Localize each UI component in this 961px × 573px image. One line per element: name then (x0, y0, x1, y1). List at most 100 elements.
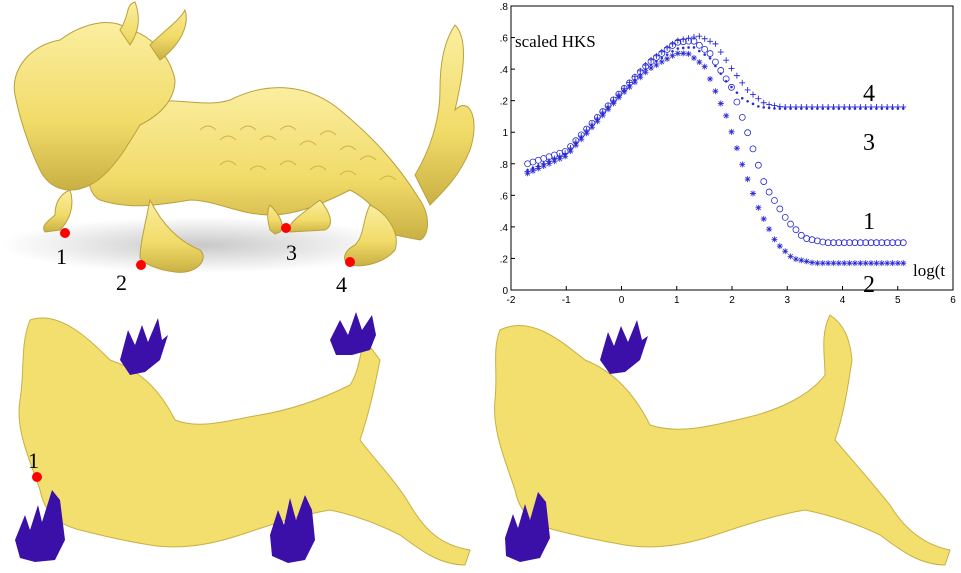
tick-labels: -2 -1 0 1 2 3 4 5 6 0 .2 .4 .6 .8 1 .2 .4 .6 .8 (500, 2, 957, 306)
data-point (728, 83, 735, 91)
data-point (782, 103, 789, 110)
data-point (749, 91, 756, 98)
data-point (680, 36, 687, 43)
data-point (723, 57, 730, 64)
data-point (760, 215, 767, 222)
data-point (814, 260, 821, 267)
data-point (653, 61, 660, 68)
data-point (825, 260, 832, 267)
point-label-1: 1 (56, 244, 67, 269)
y-tick-label: .8 (500, 2, 509, 13)
query-point-label: 1 (28, 448, 39, 473)
data-point (803, 235, 811, 242)
data-point (669, 52, 676, 59)
highlight-region-tail (330, 312, 376, 355)
data-point (894, 103, 901, 110)
data-point (841, 260, 848, 267)
data-point (692, 46, 696, 49)
data-point (755, 204, 762, 211)
dragon-head (13, 22, 176, 191)
data-point (740, 96, 744, 100)
data-point (714, 64, 717, 68)
data-point (760, 99, 767, 106)
data-point (681, 46, 685, 50)
x-tick-label: -2 (507, 295, 516, 306)
tail (414, 24, 475, 206)
data-point (546, 158, 553, 165)
data-point (664, 55, 671, 62)
data-point (638, 73, 642, 76)
front-leg-left (43, 189, 73, 233)
data-point (894, 239, 902, 247)
data-point (900, 103, 907, 110)
data-point (658, 48, 665, 55)
data-point (610, 97, 617, 104)
point-label-2: 2 (116, 270, 127, 295)
data-point (808, 236, 816, 244)
data-point (676, 47, 680, 50)
data-point (814, 103, 821, 110)
data-point (695, 41, 703, 49)
data-point (884, 103, 891, 110)
y-tick-label: .2 (500, 254, 509, 265)
data-point (735, 91, 739, 94)
data-point (723, 112, 730, 119)
data-point (762, 106, 766, 109)
data-point (674, 37, 681, 44)
data-point (889, 239, 896, 247)
chart-title: scaled HKS (515, 32, 596, 51)
data-point (655, 60, 658, 63)
data-point (744, 129, 752, 137)
data-point (698, 49, 701, 53)
data-point (889, 103, 896, 110)
x-axis-label: log(t (913, 261, 945, 280)
y-tick-label: .6 (500, 34, 509, 45)
point-label-3: 3 (286, 240, 297, 265)
data-point (873, 239, 880, 247)
data-point (754, 161, 762, 169)
data-point (899, 239, 907, 247)
highlight-region-hind-foot (270, 495, 315, 563)
data-point (757, 105, 760, 108)
data-point (687, 46, 690, 49)
data-point (626, 79, 633, 86)
data-point (719, 72, 723, 75)
data-point (894, 260, 901, 267)
data-point (642, 61, 649, 68)
data-point (712, 40, 719, 47)
series-label-2: 2 (863, 272, 875, 298)
data-point (610, 100, 617, 107)
data-point (776, 243, 783, 250)
data-point (685, 35, 692, 42)
data-point (644, 68, 647, 71)
data-point (798, 257, 805, 264)
series-1 (524, 37, 907, 247)
data-point (594, 118, 601, 125)
data-point (830, 239, 837, 247)
data-point (819, 260, 826, 267)
data-point (776, 103, 783, 110)
data-point (851, 103, 858, 110)
dragon-side-view-image: 1 2 3 4 (0, 1, 475, 295)
data-point (809, 103, 816, 110)
data-point (755, 95, 762, 102)
data-point (846, 103, 853, 110)
data-point (771, 197, 778, 204)
data-point (631, 79, 638, 86)
data-point (562, 150, 569, 157)
data-point (766, 101, 773, 108)
feature-point-4 (345, 257, 355, 267)
series-4 (524, 33, 907, 175)
data-point (665, 53, 669, 56)
data-point (567, 148, 574, 155)
dragon-top-view-right-image (494, 314, 951, 566)
feature-point-2 (136, 260, 146, 270)
data-point (712, 88, 719, 95)
data-point (728, 65, 735, 72)
data-point (621, 85, 628, 92)
data-point (739, 161, 746, 168)
data-point (730, 85, 733, 89)
data-point (633, 78, 637, 82)
data-point (749, 145, 757, 153)
data-point (631, 73, 638, 80)
